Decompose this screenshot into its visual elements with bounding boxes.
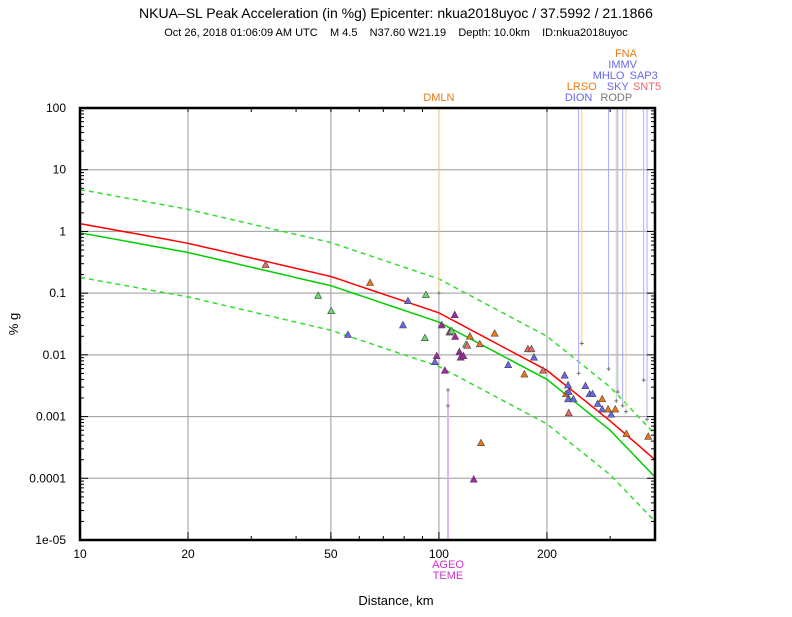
station-cross-marker — [445, 403, 450, 408]
data-point-triangle — [447, 326, 456, 335]
data-point-triangle — [455, 347, 464, 356]
data-point-triangle — [598, 394, 607, 403]
y-tick-label: 10 — [53, 163, 67, 177]
station-cross-marker — [615, 390, 620, 395]
data-point-triangle — [459, 351, 468, 360]
data-point-triangle — [450, 310, 459, 318]
data-point-triangle — [432, 351, 441, 360]
station-label: SKY — [607, 81, 630, 93]
data-point-triangle — [564, 380, 573, 389]
station-label: SNT5 — [633, 81, 661, 93]
station-label: FNA — [615, 48, 638, 60]
data-point-triangle — [588, 389, 597, 398]
data-point-triangle — [539, 366, 548, 374]
data-point-triangle — [644, 432, 653, 440]
chart-title: NKUA–SL Peak Acceleration (in %g) Epicen… — [139, 5, 653, 21]
data-point-triangle — [611, 404, 620, 413]
station-cross-marker — [436, 291, 441, 296]
x-tick-label: 200 — [537, 547, 557, 561]
x-axis-label: Distance, km — [358, 593, 433, 608]
data-point-triangle — [477, 438, 486, 447]
station-label: AGEO — [432, 559, 464, 571]
data-point-triangle — [520, 369, 529, 378]
data-point-triangle — [604, 404, 613, 413]
grid — [80, 108, 655, 540]
station-cross-marker — [606, 366, 611, 371]
data-point-triangle — [475, 339, 484, 348]
y-tick-label: 0.1 — [49, 286, 66, 300]
axis-ticks: 10 20 50 100 200 100 10 1 0.1 0.01 0.001 0.0001 1e-0… — [29, 101, 656, 561]
station-label: DION — [565, 92, 593, 104]
data-point-triangle — [343, 330, 352, 338]
data-point-triangle — [421, 290, 430, 298]
station-label: LRSO — [567, 81, 597, 93]
data-point-triangle — [451, 332, 460, 340]
data-point-triangle — [420, 333, 429, 342]
y-tick-label: 0.01 — [43, 348, 67, 362]
data-point-triangle — [564, 394, 573, 403]
station-cross-marker — [645, 417, 650, 422]
y-tick-label: 0.001 — [36, 410, 66, 424]
data-point-triangle — [581, 381, 590, 390]
y-tick-label: 1 — [59, 224, 66, 238]
plot-frame — [78, 106, 657, 542]
data-points — [261, 260, 653, 483]
station-cross-marker — [620, 403, 625, 408]
data-point-triangle — [598, 404, 607, 413]
y-tick-label: 1e-05 — [35, 533, 66, 547]
data-point-triangle — [593, 399, 602, 407]
station-label: DMLN — [423, 92, 454, 104]
data-point-triangle — [607, 410, 616, 418]
curve-median-green — [79, 232, 656, 478]
station-label: MHLO — [593, 70, 625, 82]
data-point-triangle — [327, 306, 336, 314]
y-tick-label: 100 — [46, 101, 66, 115]
station-label: TEME — [433, 570, 464, 582]
y-tick-label: 0.0001 — [29, 471, 66, 485]
data-point-triangle — [504, 360, 513, 368]
data-point-triangle — [366, 278, 375, 286]
data-point-triangle — [560, 371, 569, 379]
x-tick-label: 50 — [324, 547, 338, 561]
data-point-triangle — [430, 357, 439, 366]
model-curves — [79, 188, 656, 522]
x-tick-label: 100 — [429, 547, 449, 561]
station-cross-marker — [641, 378, 646, 383]
station-cross-marker — [445, 387, 450, 392]
data-point-triangle — [437, 320, 446, 329]
data-point-triangle — [465, 332, 474, 340]
station-label: SAP3 — [630, 70, 658, 82]
data-point-triangle — [529, 353, 538, 361]
data-point-triangle — [314, 291, 323, 299]
data-point-triangle — [469, 475, 478, 483]
station-cross-marker — [579, 341, 584, 346]
y-axis-label: % g — [6, 313, 21, 335]
x-tick-label: 10 — [73, 547, 87, 561]
data-point-triangle — [403, 296, 412, 305]
curve-median-red — [79, 222, 656, 461]
chart-subtitle: Oct 26, 2018 01:06:09 AM UTC M 4.5 N37.6… — [164, 27, 628, 39]
station-cross-marker — [623, 409, 628, 414]
station-cross-marker — [614, 398, 619, 403]
data-point-triangle — [564, 408, 573, 417]
data-point-triangle — [622, 429, 631, 437]
curve-lower — [79, 276, 656, 522]
x-tick-label: 20 — [181, 547, 195, 561]
station-cross-marker — [576, 371, 581, 376]
data-point-triangle — [564, 387, 573, 395]
data-point-triangle — [261, 260, 270, 268]
data-point-triangle — [569, 394, 578, 403]
station-label: IMMV — [608, 59, 637, 71]
data-point-triangle — [398, 320, 407, 329]
station-label: RODP — [600, 92, 632, 104]
data-point-triangle — [527, 344, 536, 353]
data-point-triangle — [490, 329, 499, 337]
data-point-triangle — [440, 366, 449, 374]
data-point-triangle — [463, 341, 472, 349]
